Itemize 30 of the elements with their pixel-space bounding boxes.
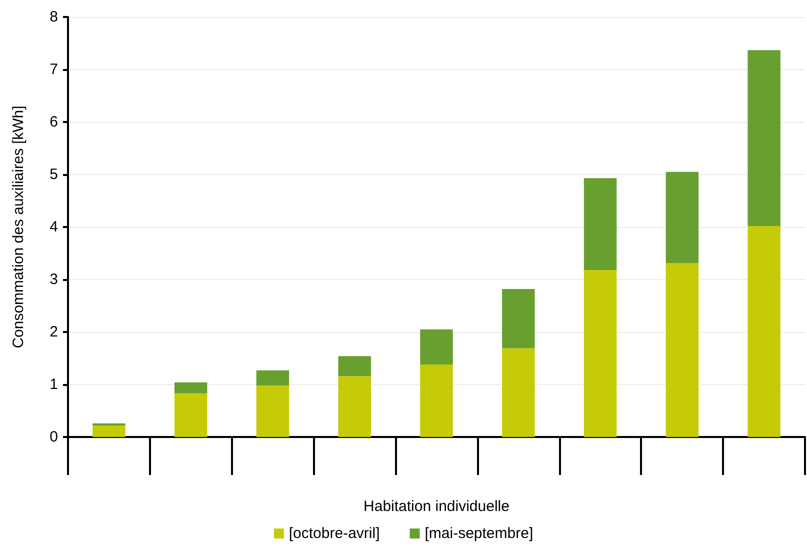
legend-label: [octobre-avril] (288, 525, 380, 542)
y-axis-title: Consommation des auxiliaires [kWh] (10, 106, 27, 348)
bar (748, 50, 780, 226)
y-tick-label: 7 (50, 61, 58, 78)
bar (338, 356, 371, 376)
bar (502, 348, 535, 437)
bar (502, 288, 535, 348)
x-axis-title: Habitation individuelle (364, 498, 510, 515)
bar (256, 386, 290, 437)
bar (256, 370, 290, 386)
y-tick-label: 0 (50, 428, 58, 446)
y-tick-label: 3 (50, 271, 58, 288)
y-tick-label: 8 (50, 8, 58, 26)
bar (420, 329, 453, 365)
bar (666, 263, 699, 437)
bar (666, 172, 699, 264)
legend-label: [mai-septembre] (424, 525, 534, 542)
bar (92, 425, 126, 437)
y-tick-label: 2 (50, 324, 58, 340)
bar (584, 270, 617, 437)
bar (174, 393, 208, 437)
bar (584, 178, 617, 270)
y-tick-label: 1 (50, 376, 58, 393)
y-tick-label: 5 (50, 166, 58, 183)
bar (338, 376, 371, 437)
y-tick-label: 4 (50, 218, 58, 236)
y-tick-label: 6 (50, 114, 58, 130)
bar (420, 364, 453, 437)
bar (748, 226, 780, 437)
bar (174, 382, 208, 394)
